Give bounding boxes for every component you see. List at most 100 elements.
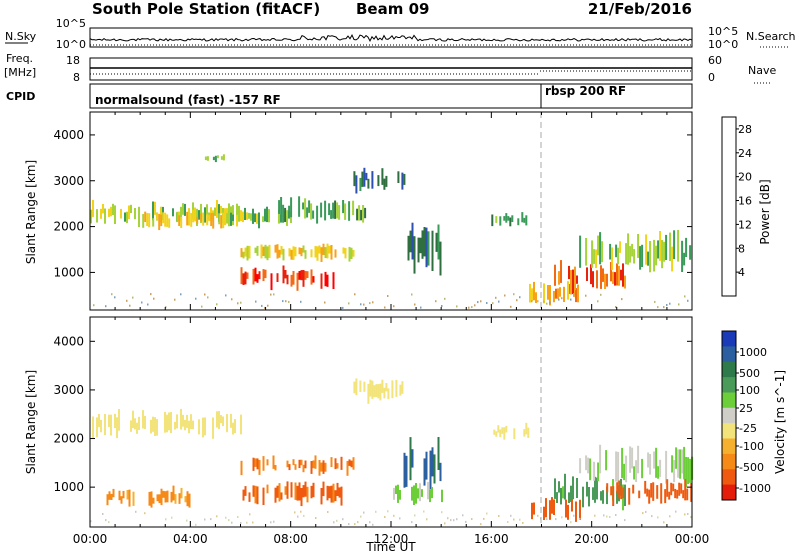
ground-scatter-cell — [264, 306, 266, 309]
echo-cell — [641, 244, 644, 267]
echo-cell — [433, 454, 436, 484]
echo-cell — [156, 212, 159, 221]
echo-cell — [304, 271, 307, 280]
echo-cell — [260, 244, 263, 259]
echo-cell — [256, 486, 259, 505]
echo-cell — [288, 205, 291, 219]
echo-cell — [180, 206, 182, 222]
velocity-colorbar-swatch — [722, 484, 736, 501]
echo-cell — [507, 216, 510, 221]
velocity-x-axis: 00:00 04:00 08:00 12:00 16:00 20:00 00:00 — [73, 317, 709, 546]
nave-tick-bottom: 0 — [708, 71, 715, 84]
ground-scatter-cell — [153, 297, 155, 300]
ground-scatter-cell — [522, 522, 524, 524]
echo-cell — [322, 460, 325, 474]
echo-cell — [166, 490, 169, 503]
echo-cell — [409, 437, 412, 481]
echo-cell — [252, 457, 255, 471]
ground-scatter-cell — [174, 298, 176, 301]
echo-cell — [92, 199, 94, 217]
power-colorbar: 4 8 12 16 20 24 28 — [721, 116, 752, 297]
echo-cell — [683, 446, 686, 480]
power-colorbar-tick-label: 28 — [738, 123, 752, 136]
echo-cell — [268, 209, 270, 223]
echo-cell — [529, 283, 531, 303]
ground-scatter-cell — [480, 300, 482, 303]
echo-cell — [525, 215, 528, 226]
ground-scatter-cell — [441, 305, 443, 307]
echo-cell — [216, 411, 218, 428]
echo-cell — [554, 478, 556, 499]
echo-cell — [262, 269, 265, 282]
echo-cell — [563, 286, 565, 302]
echo-cell — [164, 411, 166, 433]
echo-cell — [110, 206, 112, 217]
echo-cell — [332, 202, 335, 219]
ground-scatter-cell — [111, 293, 113, 296]
echo-cell — [300, 248, 303, 257]
echo-cell — [254, 247, 257, 253]
ground-scatter-cell — [678, 303, 680, 306]
echo-cell — [555, 288, 557, 299]
velocity-echo-cells — [90, 378, 694, 526]
echo-cell — [383, 178, 386, 190]
ground-scatter-cell — [570, 521, 572, 524]
echo-cell — [330, 457, 333, 467]
echo-cell — [600, 265, 602, 289]
power-colorbar-label: Power [dB] — [758, 179, 772, 244]
echo-cell — [128, 205, 130, 220]
echo-cell — [419, 237, 422, 254]
echo-cell — [657, 466, 660, 479]
ground-scatter-cell — [336, 519, 338, 522]
echo-cell — [248, 212, 250, 219]
echo-cell — [659, 459, 662, 477]
ground-scatter-cell — [456, 518, 458, 521]
ground-scatter-cell — [549, 301, 551, 304]
echo-cell — [290, 482, 293, 498]
echo-cell — [664, 489, 667, 504]
echo-cell — [130, 204, 132, 213]
echo-cell — [568, 265, 570, 280]
echo-cell — [659, 231, 662, 261]
echo-cell — [220, 415, 222, 424]
echo-cell — [232, 422, 234, 435]
echo-cell — [545, 498, 547, 518]
echo-cell — [673, 230, 676, 260]
echo-cell — [244, 271, 247, 285]
echo-cell — [599, 232, 602, 265]
echo-cell — [437, 437, 440, 470]
ground-scatter-cell — [105, 305, 107, 308]
echo-cell — [672, 483, 675, 492]
velocity-colorbar-tick-label: 1000 — [739, 346, 767, 359]
echo-cell — [381, 379, 384, 393]
echo-cell — [637, 445, 640, 474]
echo-cell — [104, 414, 106, 435]
echo-cell — [152, 416, 154, 432]
echo-cell — [622, 487, 625, 499]
echo-cell — [621, 447, 624, 479]
echo-cell — [90, 209, 92, 224]
echo-cell — [184, 203, 186, 216]
echo-cell — [282, 248, 285, 261]
echo-cell — [270, 273, 273, 291]
echo-cell — [653, 239, 656, 272]
ground-scatter-cell — [558, 298, 560, 301]
ground-scatter-cell — [600, 293, 602, 296]
echo-cell — [585, 238, 588, 266]
freq-tick-top: 18 — [66, 54, 80, 67]
echo-cell — [242, 489, 245, 501]
velocity-colorbar-swatch — [722, 331, 736, 347]
echo-cell — [666, 479, 669, 497]
echo-cell — [605, 450, 608, 471]
ground-scatter-cell — [216, 515, 218, 518]
echo-cell — [405, 455, 408, 487]
echo-cell — [328, 203, 331, 216]
echo-cell — [114, 413, 116, 429]
echo-cell — [336, 202, 339, 219]
echo-cell — [118, 490, 121, 501]
echo-cell — [633, 249, 636, 264]
ground-scatter-cell — [393, 305, 395, 308]
nsky-tick-bottom: 10^0 — [56, 38, 86, 51]
power-colorbar-tick-label: 8 — [738, 242, 745, 255]
ground-scatter-cell — [657, 516, 659, 519]
